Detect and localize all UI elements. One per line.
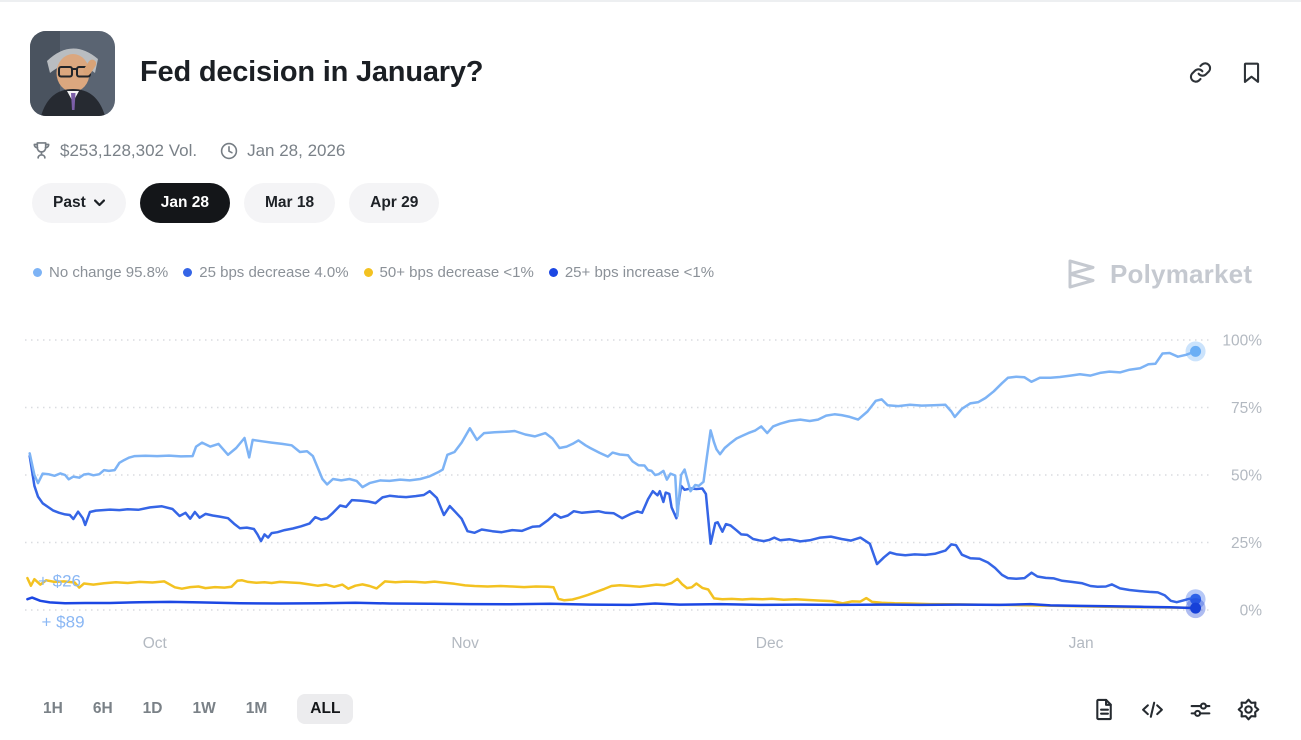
- chart-tools: [1092, 697, 1261, 722]
- time-range-buttons: 1H 6H 1D 1W 1M ALL: [43, 694, 354, 724]
- series-line-25-bps-increase: [26, 596, 1197, 610]
- market-avatar[interactable]: [30, 31, 115, 116]
- legend-item-no-change[interactable]: No change 95.8%: [33, 264, 168, 281]
- tab-jan-28-label: Jan 28: [160, 194, 210, 211]
- reward-annotation: + $89: [42, 612, 85, 631]
- end-dot: [1190, 602, 1202, 614]
- polymarket-watermark: Polymarket: [1062, 255, 1252, 293]
- y-tick-label: 75%: [1231, 400, 1262, 417]
- x-tick-label: Dec: [756, 635, 784, 652]
- reward-annotation: + $26: [38, 571, 81, 590]
- embed-code-icon[interactable]: [1140, 697, 1165, 722]
- end-dot: [1190, 593, 1202, 605]
- legend-label-25-decrease: 25 bps decrease 4.0%: [199, 264, 349, 281]
- legend-dot-25-increase: [548, 268, 558, 277]
- range-1h[interactable]: 1H: [43, 700, 63, 717]
- series-line-25-bps-decrease: [28, 454, 1197, 604]
- trophy-icon: [33, 142, 50, 159]
- outcome-tabs: Past Jan 28 Mar 18 Apr 29: [32, 183, 440, 223]
- gear-icon[interactable]: [1236, 697, 1261, 722]
- range-1m[interactable]: 1M: [245, 700, 268, 717]
- tab-jan-28[interactable]: Jan 28: [139, 183, 231, 223]
- bookmark-icon[interactable]: [1239, 60, 1264, 85]
- legend-label-no-change: No change 95.8%: [49, 264, 169, 281]
- gear-icon-path: [1237, 698, 1260, 721]
- chart-settings-sliders-icon[interactable]: [1188, 697, 1213, 722]
- legend-dot-50-decrease: [363, 268, 373, 277]
- volume-text: $253,128,302 Vol.: [60, 140, 198, 160]
- x-tick-label: Nov: [451, 635, 479, 652]
- legend-label-50-decrease: 50+ bps decrease <1%: [379, 264, 534, 281]
- range-1d[interactable]: 1D: [142, 700, 163, 717]
- price-chart[interactable]: 0% 25% 50% 75% 100% Oct Nov Dec Jan + $26 + $89: [0, 320, 1301, 670]
- legend-label-25-increase: 25+ bps increase <1%: [564, 264, 715, 281]
- x-tick-label: Oct: [143, 635, 168, 652]
- range-1w[interactable]: 1W: [192, 700, 216, 717]
- series-line-no-change: [28, 350, 1197, 518]
- legend-item-25-increase[interactable]: 25+ bps increase <1%: [548, 264, 715, 281]
- y-tick-label: 100%: [1222, 333, 1262, 350]
- series-line-50-bps-decrease: [26, 576, 1197, 610]
- tab-past[interactable]: Past: [32, 183, 126, 223]
- polymarket-logo-icon: [1068, 259, 1095, 289]
- rules-doc-icon[interactable]: [1092, 697, 1117, 722]
- end-dot: [1190, 345, 1202, 357]
- tab-apr-29[interactable]: Apr 29: [349, 183, 440, 223]
- tab-apr-29-label: Apr 29: [370, 194, 419, 211]
- y-tick-label: 0%: [1240, 603, 1263, 620]
- market-stats: $253,128,302 Vol. Jan 28, 2026: [31, 140, 359, 161]
- clock-icon: [220, 142, 238, 159]
- legend-item-25-decrease[interactable]: 25 bps decrease 4.0%: [183, 264, 349, 281]
- legend-dot-no-change: [33, 268, 42, 277]
- range-all[interactable]: ALL: [297, 694, 354, 724]
- chevron-down-icon: [93, 199, 105, 207]
- chart-legend: No change 95.8% 25 bps decrease 4.0% 50+…: [33, 264, 714, 281]
- legend-dot-25-decrease: [183, 268, 193, 277]
- x-tick-label: Jan: [1069, 635, 1094, 652]
- page-title: Fed decision in January?: [140, 56, 484, 88]
- polymarket-wordmark: Polymarket: [1110, 258, 1253, 289]
- end-date-text: Jan 28, 2026: [247, 140, 346, 160]
- y-tick-label: 50%: [1231, 468, 1262, 485]
- legend-item-50-decrease[interactable]: 50+ bps decrease <1%: [363, 264, 534, 281]
- y-tick-label: 25%: [1231, 535, 1262, 552]
- tab-mar-18-label: Mar 18: [265, 194, 315, 211]
- tab-mar-18[interactable]: Mar 18: [244, 183, 336, 223]
- tab-past-label: Past: [53, 194, 86, 211]
- link-icon[interactable]: [1188, 60, 1213, 85]
- range-6h[interactable]: 6H: [92, 700, 113, 717]
